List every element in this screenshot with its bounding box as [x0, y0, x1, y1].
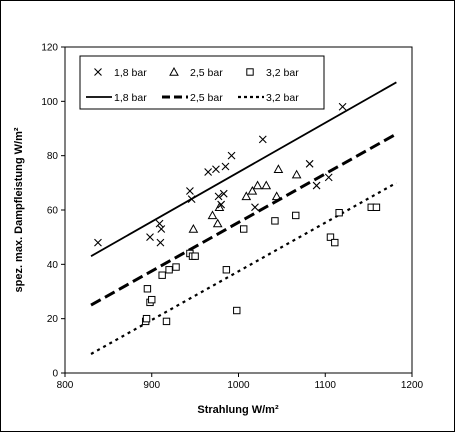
x-tick-label: 1200	[401, 380, 424, 391]
point-x	[221, 162, 230, 171]
point-x	[324, 173, 333, 182]
point-x	[186, 187, 194, 195]
point-triangle	[273, 164, 284, 173]
legend-label: 1,8 bar	[114, 67, 147, 79]
legend: 1,8 bar 2,5 bar 3,2 bar 1,8 bar 2,5 bar 3,2 b…	[79, 55, 325, 110]
point-triangle	[247, 185, 258, 195]
point-square	[331, 238, 339, 247]
point-triangle	[291, 169, 302, 179]
legend-label: 2,5 bar	[190, 67, 223, 79]
x-tick-label: 800	[57, 380, 74, 391]
legend-label: 1,8 bar	[114, 92, 147, 104]
point-x	[155, 219, 164, 228]
legend-marker-x	[94, 68, 102, 76]
fit-line-dotted	[90, 181, 397, 355]
point-square	[158, 271, 166, 279]
point-square	[162, 317, 171, 326]
point-x	[312, 181, 321, 190]
point-x	[217, 200, 226, 209]
point-x	[214, 192, 223, 201]
point-x	[227, 151, 236, 160]
y-tick-label: 40	[47, 260, 59, 271]
point-square	[222, 266, 231, 274]
data-points	[94, 102, 381, 326]
x-axis-label: Strahlung W/m²	[197, 404, 279, 416]
point-x	[305, 159, 314, 168]
fit-line-solid	[90, 81, 397, 257]
x-tick-label: 1100	[314, 380, 336, 391]
point-square	[292, 211, 300, 220]
point-x	[94, 238, 102, 247]
y-tick-label: 100	[41, 97, 58, 108]
point-x	[204, 168, 213, 176]
point-square	[148, 295, 156, 304]
legend-label: 2,5 bar	[190, 92, 223, 104]
point-square	[372, 203, 381, 211]
point-x	[212, 165, 220, 174]
legend-items: 1,8 bar 2,5 bar 3,2 bar 1,8 bar 2,5 bar 3,2 b…	[86, 66, 299, 104]
legend-marker-square	[246, 68, 254, 76]
point-triangle	[188, 223, 199, 233]
y-tick-label: 0	[52, 369, 58, 380]
legend-box	[79, 55, 325, 110]
point-triangle	[261, 180, 272, 190]
point-square	[335, 209, 343, 217]
point-triangle	[207, 210, 218, 220]
point-triangle	[212, 218, 223, 228]
x-tick-label: 900	[143, 380, 160, 391]
point-square	[165, 266, 173, 274]
point-x	[258, 135, 267, 144]
point-x	[251, 203, 259, 212]
point-square	[271, 217, 279, 225]
y-tick-label: 120	[41, 43, 58, 54]
point-triangle	[241, 191, 252, 201]
point-x	[187, 195, 196, 204]
fit-lines	[90, 81, 398, 355]
y-tick-label: 80	[47, 151, 59, 162]
legend-marker-triangle	[169, 66, 179, 76]
point-square	[142, 314, 151, 323]
fit-line-dashed	[90, 132, 398, 307]
point-triangle	[252, 180, 263, 190]
axes: 800 900 1000 1100 1200 0 20 40 60 80 100 120	[41, 43, 423, 392]
point-x	[338, 102, 347, 111]
point-triangle	[271, 191, 282, 201]
point-x	[219, 189, 228, 198]
point-square	[233, 306, 241, 315]
point-square	[143, 285, 152, 293]
x-tick-label: 1000	[227, 380, 250, 391]
point-square	[191, 252, 199, 260]
point-x	[156, 238, 165, 247]
legend-label: 3,2 bar	[266, 67, 299, 79]
point-square	[172, 263, 180, 271]
point-square	[240, 225, 248, 233]
point-triangle	[214, 202, 225, 211]
y-tick-label: 60	[47, 206, 59, 217]
y-axis-label: spez. max. Dampfleistung W/m²	[13, 127, 25, 292]
y-tick-label: 20	[47, 314, 59, 325]
point-square	[326, 233, 335, 241]
legend-label: 3,2 bar	[266, 92, 299, 104]
point-x	[157, 225, 166, 233]
point-x	[146, 233, 154, 242]
